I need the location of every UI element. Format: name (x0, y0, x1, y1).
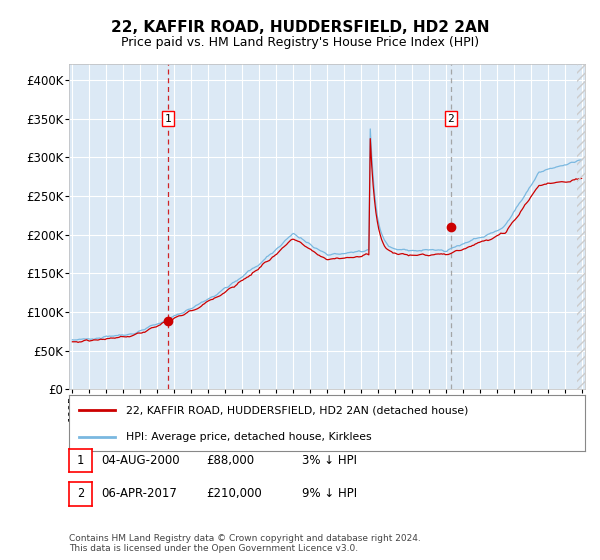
Text: 1: 1 (164, 114, 171, 124)
Text: 22, KAFFIR ROAD, HUDDERSFIELD, HD2 2AN: 22, KAFFIR ROAD, HUDDERSFIELD, HD2 2AN (111, 20, 489, 35)
Text: 2: 2 (448, 114, 454, 124)
Text: £88,000: £88,000 (206, 454, 254, 467)
Text: 04-AUG-2000: 04-AUG-2000 (101, 454, 179, 467)
Text: 3% ↓ HPI: 3% ↓ HPI (302, 454, 357, 467)
Text: 06-APR-2017: 06-APR-2017 (101, 487, 176, 501)
Text: Price paid vs. HM Land Registry's House Price Index (HPI): Price paid vs. HM Land Registry's House … (121, 36, 479, 49)
Text: 1: 1 (77, 454, 84, 467)
Text: £210,000: £210,000 (206, 487, 262, 501)
Text: Contains HM Land Registry data © Crown copyright and database right 2024.
This d: Contains HM Land Registry data © Crown c… (69, 534, 421, 553)
Text: 9% ↓ HPI: 9% ↓ HPI (302, 487, 357, 501)
Text: 2: 2 (77, 487, 84, 501)
Bar (577, 64, 587, 389)
Text: HPI: Average price, detached house, Kirklees: HPI: Average price, detached house, Kirk… (126, 432, 371, 442)
Text: 22, KAFFIR ROAD, HUDDERSFIELD, HD2 2AN (detached house): 22, KAFFIR ROAD, HUDDERSFIELD, HD2 2AN (… (126, 405, 468, 416)
